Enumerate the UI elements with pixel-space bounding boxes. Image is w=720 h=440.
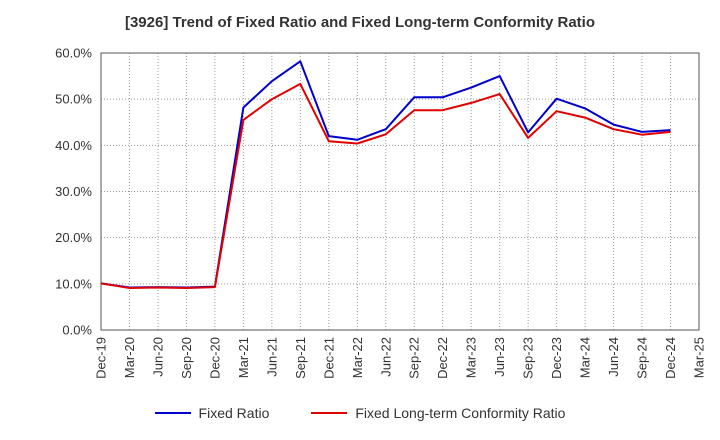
legend-item-fixed-long-term-conformity-ratio: Fixed Long-term Conformity Ratio — [311, 405, 565, 421]
y-tick-label: 40.0% — [55, 138, 92, 153]
grid-lines — [101, 53, 699, 330]
plot-frame — [100, 52, 700, 331]
x-tick-label: Dec-22 — [435, 337, 450, 379]
x-tick-label: Mar-21 — [236, 337, 251, 378]
legend-item-fixed-ratio: Fixed Ratio — [154, 405, 270, 421]
y-tick-label: 50.0% — [55, 92, 92, 107]
x-tick-label: Sep-20 — [179, 337, 194, 379]
y-tick-label: 0.0% — [62, 323, 92, 338]
x-tick-label: Dec-23 — [549, 337, 564, 379]
series-line-fixed-long-term-conformity-ratio — [100, 82, 671, 289]
x-tick-label: Mar-24 — [578, 337, 593, 378]
x-tick-label: Sep-21 — [293, 337, 308, 379]
x-tick-label: Sep-24 — [635, 337, 650, 379]
legend-swatch-fixed-long-term-conformity-ratio — [311, 412, 348, 414]
x-axis-tick-labels: Dec-19 Mar-20 Jun-20 Sep-20 Dec-20 Mar-21 Jun-… — [94, 337, 707, 379]
series-lines — [100, 60, 671, 289]
x-tick-label: Sep-23 — [521, 337, 536, 379]
x-tick-label: Dec-19 — [94, 337, 109, 379]
x-tick-label: Sep-22 — [407, 337, 422, 379]
legend: Fixed Ratio Fixed Long-term Conformity R… — [0, 405, 720, 421]
legend-swatch-fixed-ratio — [154, 412, 191, 414]
x-tick-label: Jun-23 — [492, 337, 507, 377]
chart-title: [3926] Trend of Fixed Ratio and Fixed Lo… — [124, 14, 596, 31]
x-tick-label: Mar-25 — [692, 337, 707, 378]
x-tick-label: Jun-22 — [378, 337, 393, 377]
x-tick-label: Jun-24 — [606, 337, 621, 377]
y-tick-label: 30.0% — [55, 184, 92, 199]
y-tick-label: 60.0% — [55, 46, 92, 61]
x-tick-label: Mar-20 — [122, 337, 137, 378]
legend-label-fixed-ratio: Fixed Ratio — [198, 405, 270, 421]
x-tick-label: Mar-23 — [464, 337, 479, 378]
x-tick-label: Jun-21 — [264, 337, 279, 377]
x-tick-label: Dec-20 — [207, 337, 222, 379]
y-axis-tick-labels: 0.0% 10.0% 20.0% 30.0% 40.0% 50.0% 60.0% — [55, 46, 92, 338]
x-tick-label: Jun-20 — [150, 337, 165, 377]
y-tick-label: 10.0% — [55, 276, 92, 291]
x-tick-label: Dec-24 — [663, 337, 678, 379]
x-tick-label: Dec-21 — [321, 337, 336, 379]
y-tick-label: 20.0% — [55, 230, 92, 245]
x-tick-label: Mar-22 — [350, 337, 365, 378]
legend-label-fixed-long-term-conformity-ratio: Fixed Long-term Conformity Ratio — [355, 405, 566, 421]
